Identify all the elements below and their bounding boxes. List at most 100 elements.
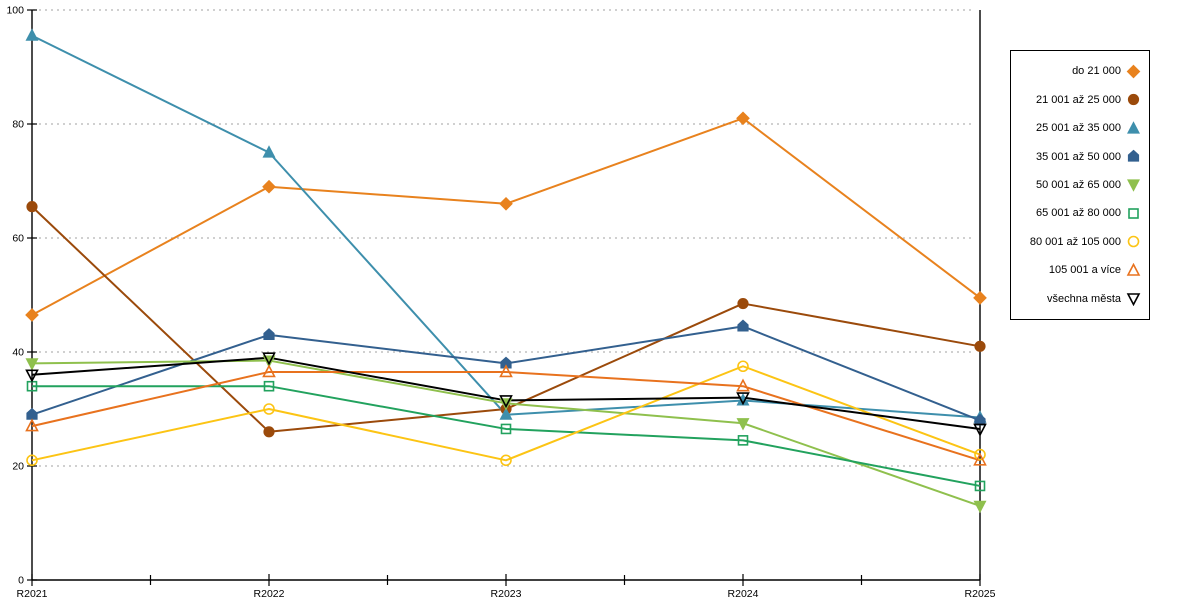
- circle-marker-icon: [1127, 236, 1140, 248]
- legend-pentagon-icon: [1127, 149, 1140, 162]
- circle-marker-icon: [737, 297, 749, 310]
- diamond-marker-icon: [1126, 64, 1141, 79]
- legend-item-label: 65 001 až 80 000: [1035, 207, 1121, 220]
- triangle-down-marker-icon: [25, 369, 39, 383]
- triangle-down-marker-icon: [736, 392, 750, 406]
- legend-item-label: 21 001 až 25 000: [1035, 93, 1121, 106]
- legend-item: do 21 000: [1015, 64, 1141, 79]
- y-tick-label: 0: [18, 575, 24, 587]
- series-line: [31, 365, 981, 462]
- legend-triangle-up-icon: [1126, 262, 1141, 276]
- legend-circle-icon: [1127, 236, 1140, 248]
- square-marker-icon: [263, 380, 275, 392]
- x-tick-label: R2023: [491, 588, 522, 600]
- legend-item-label: do 21 000: [1072, 65, 1121, 78]
- series-markers: [25, 352, 987, 437]
- series-markers: [26, 380, 986, 492]
- legend-item-label: 105 001 a více: [1048, 264, 1121, 277]
- legend-triangle-up-icon: [1127, 120, 1140, 134]
- triangle-down-marker-icon: [1127, 179, 1140, 193]
- triangle-down-marker-icon: [499, 395, 513, 409]
- legend-item: všechna města: [1015, 291, 1141, 307]
- y-tick-label: 60: [12, 233, 24, 245]
- legend-item-label: 25 001 až 35 000: [1035, 122, 1121, 135]
- series-line: [31, 370, 981, 462]
- triangle-up-marker-icon: [262, 364, 276, 378]
- square-marker-icon: [1128, 208, 1139, 219]
- legend: do 21 000 21 001 až 25 000 25 001 až 35 00…: [1010, 50, 1150, 320]
- legend-item: 35 001 až 50 000: [1015, 149, 1141, 164]
- diamond-marker-icon: [973, 291, 987, 305]
- legend-item-label: 80 001 až 105 000: [1029, 235, 1121, 248]
- circle-marker-icon: [500, 454, 512, 467]
- legend-item-label: 50 001 až 65 000: [1035, 178, 1121, 191]
- series-markers: [26, 360, 986, 467]
- triangle-down-marker-icon: [736, 418, 750, 431]
- legend-triangle-down-icon: [1126, 293, 1141, 307]
- triangle-down-marker-icon: [973, 423, 987, 437]
- series-line: [31, 117, 981, 316]
- x-tick-label: R2025: [965, 588, 996, 600]
- circle-marker-icon: [26, 201, 38, 213]
- triangle-up-marker-icon: [1127, 120, 1140, 134]
- legend-item: 65 001 až 80 000: [1015, 206, 1141, 221]
- square-marker-icon: [737, 435, 749, 446]
- legend-item-label: všechna města: [1047, 292, 1121, 305]
- legend-item: 105 001 a více: [1015, 262, 1141, 278]
- circle-marker-icon: [26, 454, 38, 467]
- y-tick-label: 100: [6, 5, 24, 17]
- series-line: [32, 385, 981, 487]
- pentagon-marker-icon: [1127, 149, 1140, 162]
- y-tick-label: 80: [12, 119, 24, 131]
- legend-diamond-icon: [1126, 64, 1141, 79]
- square-marker-icon: [500, 423, 512, 435]
- diamond-marker-icon: [25, 308, 39, 322]
- triangle-up-marker-icon: [1126, 262, 1141, 276]
- legend-item-label: 35 001 až 50 000: [1035, 150, 1121, 163]
- y-tick-label: 40: [12, 347, 24, 359]
- diamond-marker-icon: [499, 196, 513, 211]
- pentagon-marker-icon: [737, 319, 749, 332]
- triangle-down-marker-icon: [262, 352, 276, 366]
- square-marker-icon: [974, 480, 986, 492]
- series-markers: [26, 319, 986, 426]
- triangle-up-marker-icon: [499, 407, 513, 420]
- triangle-up-marker-icon: [499, 364, 513, 378]
- pentagon-marker-icon: [500, 356, 512, 369]
- series-markers: [25, 111, 987, 322]
- series-markers: [25, 364, 987, 466]
- pentagon-marker-icon: [26, 407, 38, 420]
- legend-square-icon: [1128, 208, 1139, 219]
- triangle-down-marker-icon: [25, 358, 39, 371]
- circle-marker-icon: [1127, 94, 1140, 106]
- legend-item: 25 001 až 35 000: [1015, 120, 1141, 136]
- y-tick-label: 20: [12, 461, 24, 473]
- triangle-down-marker-icon: [973, 500, 987, 514]
- triangle-down-marker-icon: [1126, 293, 1141, 307]
- legend-circle-icon: [1127, 94, 1140, 106]
- legend-item: 21 001 až 25 000: [1015, 92, 1141, 107]
- circle-marker-icon: [974, 340, 986, 352]
- x-tick-label: R2022: [254, 588, 285, 600]
- pentagon-marker-icon: [974, 413, 986, 426]
- legend-item: 50 001 až 65 000: [1015, 177, 1141, 193]
- series-line: [31, 205, 981, 433]
- triangle-up-marker-icon: [973, 452, 987, 466]
- circle-marker-icon: [737, 360, 749, 373]
- x-tick-label: R2024: [728, 588, 759, 600]
- circle-marker-icon: [263, 426, 275, 438]
- pentagon-marker-icon: [263, 328, 275, 340]
- diamond-marker-icon: [262, 179, 276, 194]
- triangle-up-marker-icon: [25, 28, 39, 41]
- triangle-up-marker-icon: [25, 418, 39, 432]
- triangle-up-marker-icon: [262, 145, 276, 158]
- diamond-marker-icon: [736, 111, 750, 126]
- legend-triangle-down-icon: [1127, 179, 1140, 193]
- triangle-up-marker-icon: [736, 378, 750, 392]
- legend-item: 80 001 až 105 000: [1015, 234, 1141, 249]
- circle-marker-icon: [974, 448, 986, 461]
- x-tick-label: R2021: [17, 588, 48, 600]
- circle-marker-icon: [263, 403, 275, 415]
